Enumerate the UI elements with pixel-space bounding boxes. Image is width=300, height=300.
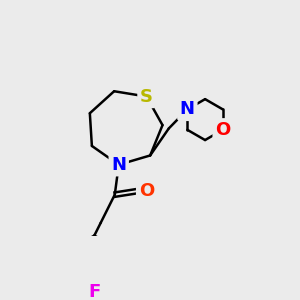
Text: F: F bbox=[88, 283, 100, 300]
Text: S: S bbox=[140, 88, 153, 106]
Text: O: O bbox=[215, 121, 230, 139]
Text: O: O bbox=[139, 182, 154, 200]
Text: N: N bbox=[111, 156, 126, 174]
Text: N: N bbox=[180, 100, 195, 118]
